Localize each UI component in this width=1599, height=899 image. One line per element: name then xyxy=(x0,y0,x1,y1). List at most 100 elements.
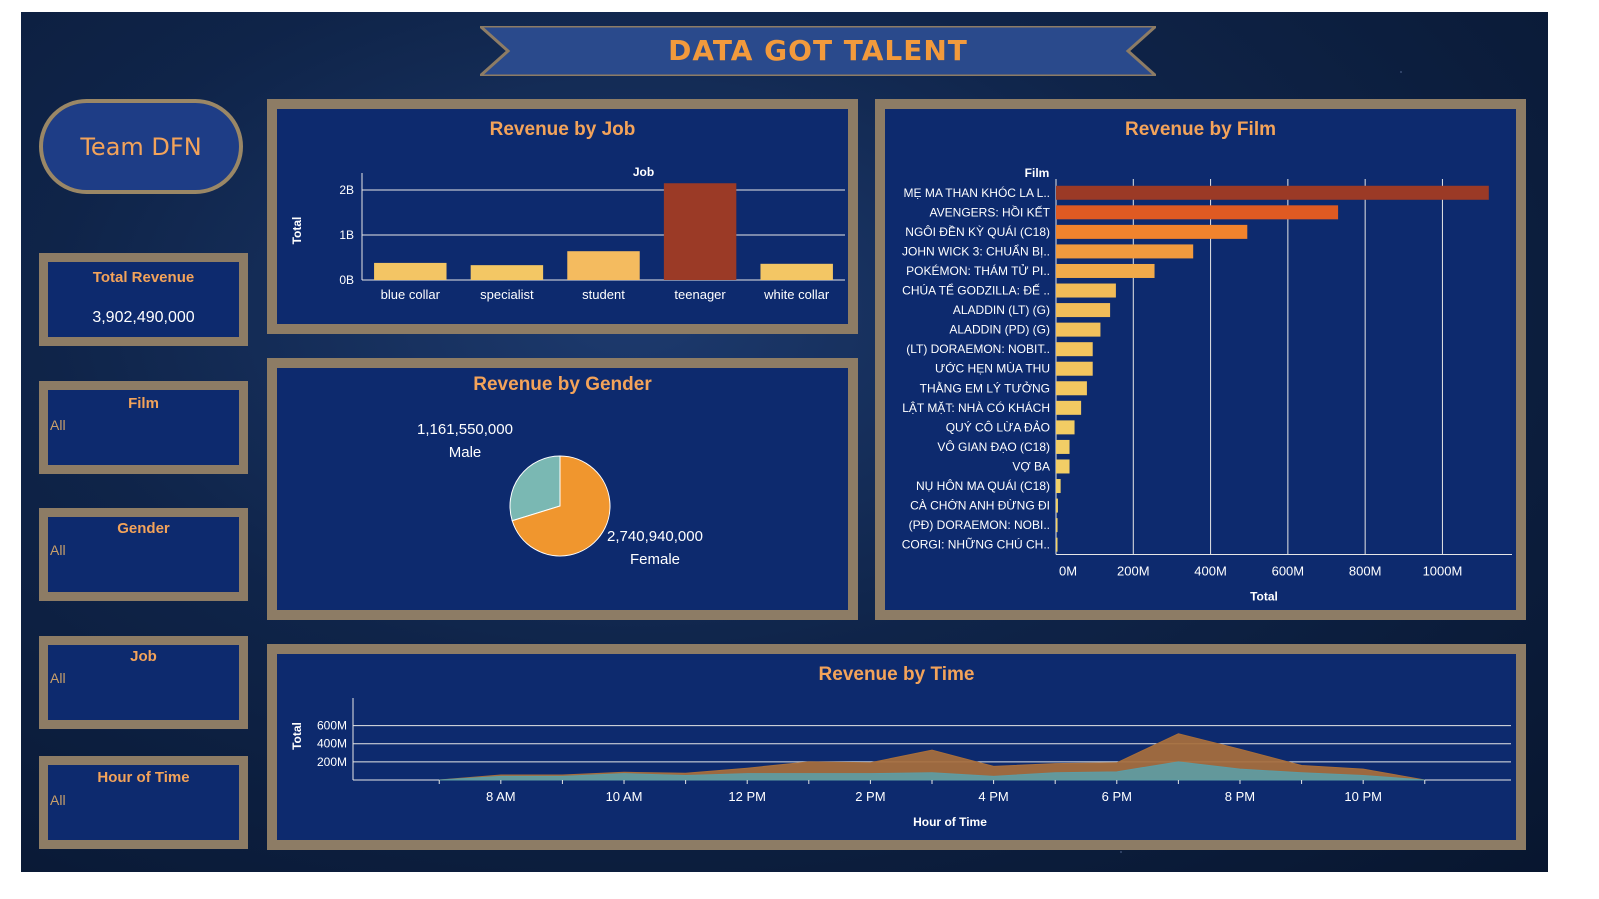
job-bar xyxy=(374,262,447,280)
film-filter-title: Film xyxy=(128,395,159,412)
film-category-label: LẬT MẶT: NHÀ CÓ KHÁCH xyxy=(902,400,1050,415)
film-category-label: CÀ CHỚN ANH ĐỪNG ĐI xyxy=(910,498,1050,513)
film-bar xyxy=(1056,439,1070,454)
film-bar xyxy=(1056,244,1194,259)
film-category-label: THẰNG EM LÝ TƯỞNG xyxy=(920,380,1050,395)
time-x-axis-label: Hour of Time xyxy=(913,815,987,829)
job-filter[interactable]: Job All xyxy=(39,636,248,729)
film-bar xyxy=(1056,498,1058,513)
job-x-tick-label: student xyxy=(582,287,625,302)
time-chart-title: Revenue by Time xyxy=(818,664,975,685)
time-y-tick-label: 400M xyxy=(317,737,347,751)
film-category-label: CHÚA TỂ GODZILLA: ĐẾ .. xyxy=(902,283,1050,298)
film-x-tick-label: 600M xyxy=(1272,563,1305,578)
hour-filter[interactable]: Hour of Time All xyxy=(39,756,248,849)
film-x-tick-label: 0M xyxy=(1059,563,1077,578)
film-bar xyxy=(1056,400,1082,415)
job-filter-title: Job xyxy=(130,648,157,665)
film-filter[interactable]: Film All xyxy=(39,381,248,474)
job-y-tick-label: 2B xyxy=(339,183,354,197)
film-bar xyxy=(1056,361,1093,376)
film-bar xyxy=(1056,381,1087,396)
film-bar xyxy=(1056,518,1058,533)
film-category-label: ƯỚC HẸN MÙA THU xyxy=(935,361,1050,376)
film-category-label: JOHN WICK 3: CHUẨN BỊ.. xyxy=(902,243,1050,258)
film-x-tick-label: 400M xyxy=(1194,563,1227,578)
film-category-label: CORGI: NHỮNG CHÚ CH.. xyxy=(902,537,1050,552)
total-revenue-value: 3,902,490,000 xyxy=(92,309,195,326)
job-y-axis-label: Total xyxy=(290,217,304,245)
time-area-male xyxy=(439,761,1425,781)
film-filter-value[interactable]: All xyxy=(50,417,66,433)
time-y-axis-label: Total xyxy=(290,722,304,750)
film-bar xyxy=(1056,342,1093,357)
revenue-by-time-panel: Revenue by Time Total 200M 400M 600M 8 AM 10 … xyxy=(267,644,1526,850)
gender-filter-value[interactable]: All xyxy=(50,542,66,558)
job-bar xyxy=(760,263,833,280)
gender-filter[interactable]: Gender All xyxy=(39,508,248,601)
film-category-label: AVENGERS: HỒI KẾT xyxy=(930,204,1051,219)
pie-name-label: Female xyxy=(630,551,680,568)
hour-filter-value[interactable]: All xyxy=(50,792,66,808)
job-bar xyxy=(663,183,737,280)
film-bar xyxy=(1056,224,1248,239)
film-category-label: NỤ HÔN MA QUÁI (C18) xyxy=(916,478,1050,493)
time-x-tick-label: 12 PM xyxy=(728,789,766,804)
film-category-label: VỢ BA xyxy=(1012,459,1050,473)
job-bar xyxy=(470,265,544,280)
revenue-by-job-panel: Revenue by Job Job Total 0B 1B 2B blue collar… xyxy=(267,99,858,334)
time-x-tick-label: 6 PM xyxy=(1102,789,1132,804)
film-category-label: POKÉMON: THÁM TỬ PI.. xyxy=(906,263,1050,278)
job-x-tick-label: blue collar xyxy=(381,287,441,302)
job-x-tick-label: teenager xyxy=(674,287,726,302)
time-x-tick-label: 10 PM xyxy=(1344,789,1382,804)
revenue-by-film-panel: Revenue by Film Film 0M 200M 400M 600M 800M 10… xyxy=(875,99,1526,620)
hour-filter-title: Hour of Time xyxy=(97,769,190,786)
film-bar xyxy=(1056,185,1489,200)
film-bar xyxy=(1056,303,1111,318)
film-bar xyxy=(1056,263,1155,278)
job-y-tick-label: 0B xyxy=(339,273,354,287)
film-bar xyxy=(1056,283,1116,298)
time-y-tick-label: 200M xyxy=(317,755,347,769)
pie-slice-female xyxy=(511,455,611,557)
job-x-axis-label: Job xyxy=(633,165,654,179)
film-category-label: (PĐ) DORAEMON: NOBI.. xyxy=(909,518,1050,532)
film-chart: Film 0M 200M 400M 600M 800M 1000M Total MẸ MA TH… xyxy=(902,166,1512,603)
film-category-label: QUÝ CÔ LỪA ĐẢO xyxy=(946,419,1050,434)
job-y-tick-label: 1B xyxy=(339,228,354,242)
film-category-label: VÔ GIAN ĐẠO (C18) xyxy=(937,439,1050,454)
film-y-axis-label: Film xyxy=(1025,166,1050,180)
pie-value-label: 1,161,550,000 xyxy=(417,421,513,438)
gender-chart-title: Revenue by Gender xyxy=(473,374,652,395)
film-x-tick-label: 200M xyxy=(1117,563,1150,578)
job-x-tick-label: white collar xyxy=(763,287,830,302)
job-chart: Job Total 0B 1B 2B blue collar specialist stude… xyxy=(290,165,845,302)
total-revenue-card: Total Revenue 3,902,490,000 xyxy=(39,253,248,346)
job-bar xyxy=(567,251,640,280)
job-chart-title: Revenue by Job xyxy=(489,119,636,140)
film-x-axis-label: Total xyxy=(1250,589,1278,603)
film-category-label: ALADDIN (PD) (G) xyxy=(949,323,1050,337)
total-revenue-title: Total Revenue xyxy=(92,269,195,286)
pie-slice-male xyxy=(509,455,561,522)
film-category-label: (LT) DORAEMON: NOBIT.. xyxy=(906,342,1050,356)
revenue-by-gender-panel: Revenue by Gender 1,161,550,000 Male 2,740… xyxy=(267,358,858,620)
pie-name-label: Male xyxy=(449,444,482,461)
film-x-tick-label: 1000M xyxy=(1423,563,1463,578)
film-category-label: MẸ MA THAN KHÓC LA L.. xyxy=(904,185,1050,200)
time-chart: Total 200M 400M 600M 8 AM 10 AM 12 PM 2 PM 4 PM 6… xyxy=(290,698,1511,829)
film-bar xyxy=(1056,537,1058,552)
time-x-tick-label: 4 PM xyxy=(978,789,1008,804)
job-filter-value[interactable]: All xyxy=(50,670,66,686)
film-x-tick-label: 800M xyxy=(1349,563,1382,578)
pie-value-label: 2,740,940,000 xyxy=(607,528,703,545)
film-chart-title: Revenue by Film xyxy=(1125,119,1276,140)
film-bar xyxy=(1056,205,1339,220)
film-bar xyxy=(1056,322,1101,337)
time-x-tick-label: 8 AM xyxy=(486,789,516,804)
film-category-label: NGÔI ĐỀN KỲ QUÁI (C18) xyxy=(905,224,1050,239)
film-bar xyxy=(1056,459,1070,474)
time-x-tick-label: 8 PM xyxy=(1225,789,1255,804)
title-banner xyxy=(480,26,1156,76)
